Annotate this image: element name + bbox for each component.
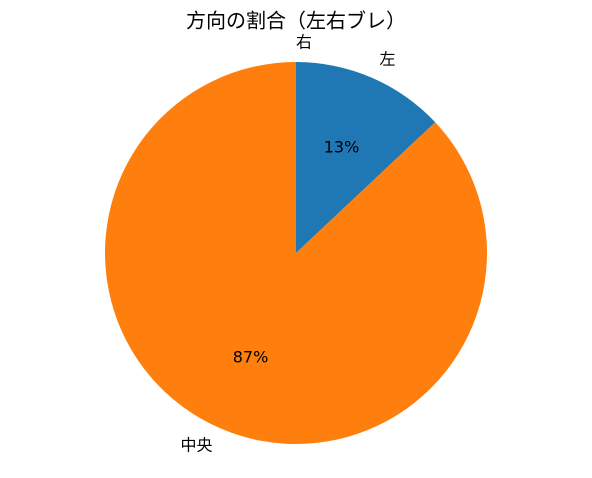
slice-label: 右	[296, 32, 312, 51]
pie-slice	[104, 62, 488, 445]
value-label: 87%	[233, 348, 269, 367]
slice-label: 左	[379, 50, 395, 69]
chart-title: 方向の割合（左右ブレ）	[186, 9, 406, 33]
value-label: 13%	[324, 137, 360, 156]
slice-label: 中央	[181, 435, 213, 454]
pie-slice	[296, 62, 436, 253]
